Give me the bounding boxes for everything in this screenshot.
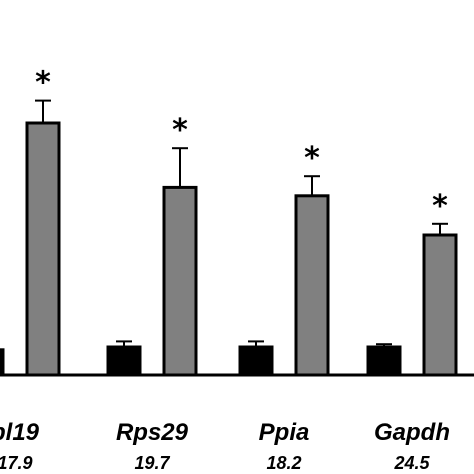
category-value-ppia: 18.2 xyxy=(266,453,301,473)
category-label-ppia: Ppia xyxy=(259,419,310,446)
bars-layer xyxy=(0,99,458,377)
bar-ppia-s2 xyxy=(294,194,330,377)
category-label-rps29: Rps29 xyxy=(116,419,189,446)
bar-pl19-s1 xyxy=(0,348,5,377)
bar-gapdh-s1 xyxy=(366,345,402,377)
category-value-gapdh: 24.5 xyxy=(393,453,430,473)
category-value-pl19: 17.9 xyxy=(0,453,33,473)
category-value-rps29: 19.7 xyxy=(134,453,170,473)
bar-gapdh-s2 xyxy=(422,233,458,377)
category-label-pl19: pl19 xyxy=(0,419,40,446)
significance-star-rps29: * xyxy=(172,113,188,148)
labels-layer: * pl19 17.9 * Rps29 19.7 * Ppia 18.2 * Gapdh 24.5 xyxy=(0,66,450,473)
bar-rps29-s1 xyxy=(106,345,142,377)
significance-star-gapdh: * xyxy=(432,189,448,224)
category-label-gapdh: Gapdh xyxy=(374,419,450,446)
significance-star-pl19: * xyxy=(35,66,51,101)
bar-rps29-s2 xyxy=(162,185,198,377)
bar-ppia-s1 xyxy=(238,345,274,377)
significance-star-ppia: * xyxy=(304,141,320,176)
bar-pl19-s2 xyxy=(25,121,61,377)
